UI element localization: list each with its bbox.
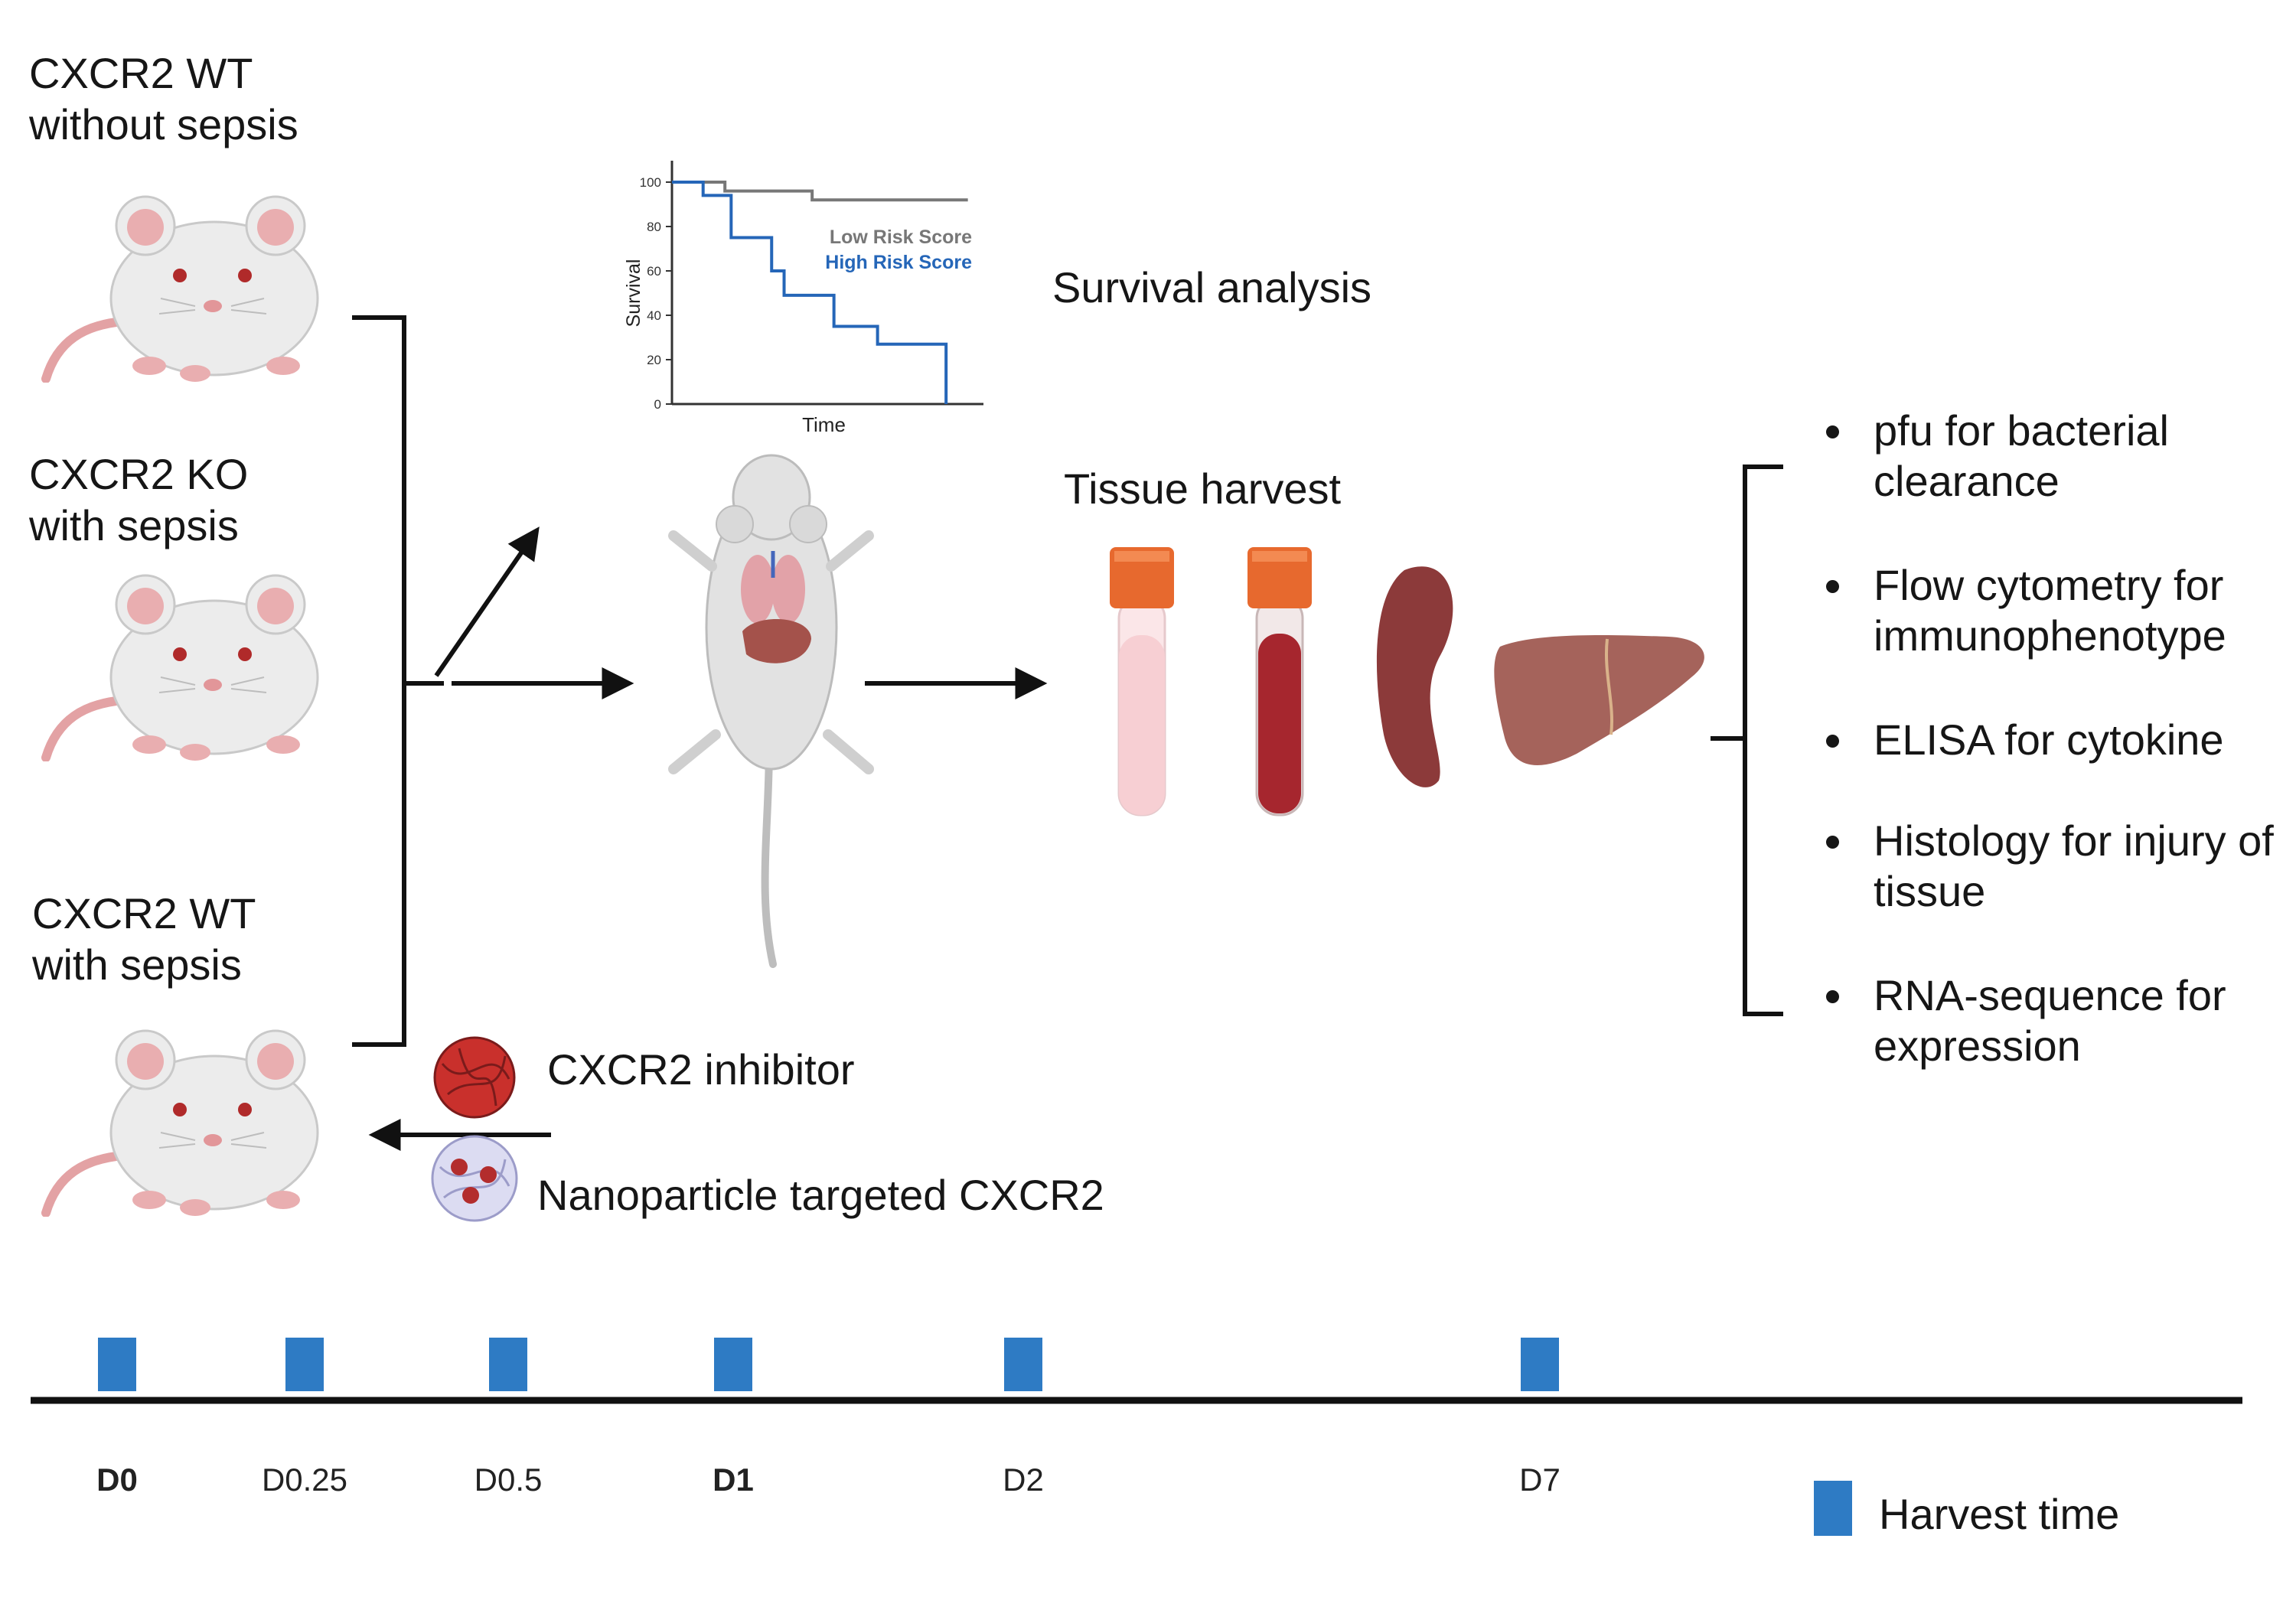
timeline-day-label: D2 — [1003, 1462, 1044, 1498]
assay-text: Histology for injury of tissue — [1874, 817, 2274, 915]
group-label-3: CXCR2 WT with sepsis — [32, 888, 256, 990]
group-label-line: CXCR2 WT — [32, 889, 256, 937]
serum-tube-icon — [1110, 547, 1174, 817]
assay-text: RNA-sequence for expression — [1874, 971, 2226, 1070]
assay-item: Flow cytometry for immunophenotype — [1814, 560, 2288, 661]
timeline-day-label: D0 — [96, 1462, 138, 1498]
survival-chart: 0 20 40 60 80 100 Survival Time Low Risk Score Hi… — [623, 161, 983, 436]
timeline-day-label: D0.5 — [474, 1462, 543, 1498]
tissue-harvest-label: Tissue harvest — [1064, 464, 1342, 513]
bullet-icon — [1826, 836, 1839, 849]
legend-entry: Low Risk Score — [830, 227, 972, 248]
timeline-day-label: D1 — [713, 1462, 754, 1498]
y-tick-label: 40 — [647, 308, 661, 323]
legend-harvest-swatch — [1814, 1481, 1852, 1536]
y-tick-label: 100 — [640, 175, 661, 190]
assay-text: pfu for bacterial clearance — [1874, 406, 2169, 505]
harvest-time-legend-label: Harvest time — [1879, 1490, 2120, 1538]
bullet-icon — [1826, 990, 1839, 1003]
y-tick-label: 0 — [654, 397, 661, 412]
group-label-1: CXCR2 WT without sepsis — [29, 47, 298, 150]
y-tick-label: 20 — [647, 353, 661, 367]
legend-entry: High Risk Score — [825, 252, 972, 273]
harvest-marker — [489, 1338, 527, 1391]
y-tick-label: 80 — [647, 220, 661, 234]
series-line-high-risk — [672, 181, 948, 404]
bullet-icon — [1826, 580, 1839, 593]
group-label-2: CXCR2 KO with sepsis — [29, 448, 248, 551]
harvest-marker — [1521, 1338, 1559, 1391]
survival-analysis-label: Survival analysis — [1052, 263, 1372, 311]
x-axis-label: Time — [802, 413, 846, 436]
assay-text: ELISA for cytokine — [1874, 715, 2224, 764]
nanoparticle-icon — [431, 1135, 518, 1222]
timeline-day-label: D0.25 — [261, 1462, 348, 1498]
y-tick-label: 60 — [647, 264, 661, 279]
group-label-line: CXCR2 KO — [29, 450, 249, 498]
inhibitor-particle-icon — [433, 1036, 516, 1119]
spleen-icon — [1376, 566, 1453, 787]
inhibitor-label: CXCR2 inhibitor — [547, 1045, 855, 1094]
y-axis-label: Survival — [623, 259, 644, 328]
harvest-markers — [98, 1338, 1559, 1391]
assay-item: Histology for injury of tissue — [1814, 816, 2288, 917]
group-bracket — [352, 315, 444, 1047]
harvest-marker — [714, 1338, 752, 1391]
bullet-icon — [1826, 735, 1839, 748]
group-label-line: with sepsis — [29, 501, 239, 550]
assay-item: pfu for bacterial clearance — [1814, 406, 2288, 507]
harvest-marker — [1004, 1338, 1042, 1391]
assay-text: Flow cytometry for immunophenotype — [1874, 561, 2226, 660]
group-label-line: without sepsis — [29, 100, 298, 149]
group-label-line: with sepsis — [32, 940, 242, 989]
assay-item: ELISA for cytokine — [1814, 715, 2288, 765]
blood-tube-icon — [1247, 547, 1312, 817]
arrow-to-survival — [434, 526, 540, 677]
mouse-icon — [46, 1031, 318, 1216]
assay-list: pfu for bacterial clearance Flow cytomet… — [1814, 406, 2288, 1125]
liver-icon — [1494, 634, 1704, 765]
assay-item: RNA-sequence for expression — [1814, 970, 2288, 1071]
harvest-marker — [285, 1338, 324, 1391]
series-line-low-risk — [672, 181, 968, 202]
timeline-day-label: D7 — [1519, 1462, 1561, 1498]
assay-bracket — [1711, 464, 1783, 1016]
harvest-marker — [98, 1338, 136, 1391]
dissected-mouse-icon — [668, 454, 874, 968]
mouse-icon — [46, 197, 318, 382]
bullet-icon — [1826, 425, 1839, 438]
group-label-line: CXCR2 WT — [29, 49, 253, 97]
nanoparticle-label: Nanoparticle targeted CXCR2 — [537, 1171, 1104, 1219]
mouse-icon — [46, 575, 318, 761]
